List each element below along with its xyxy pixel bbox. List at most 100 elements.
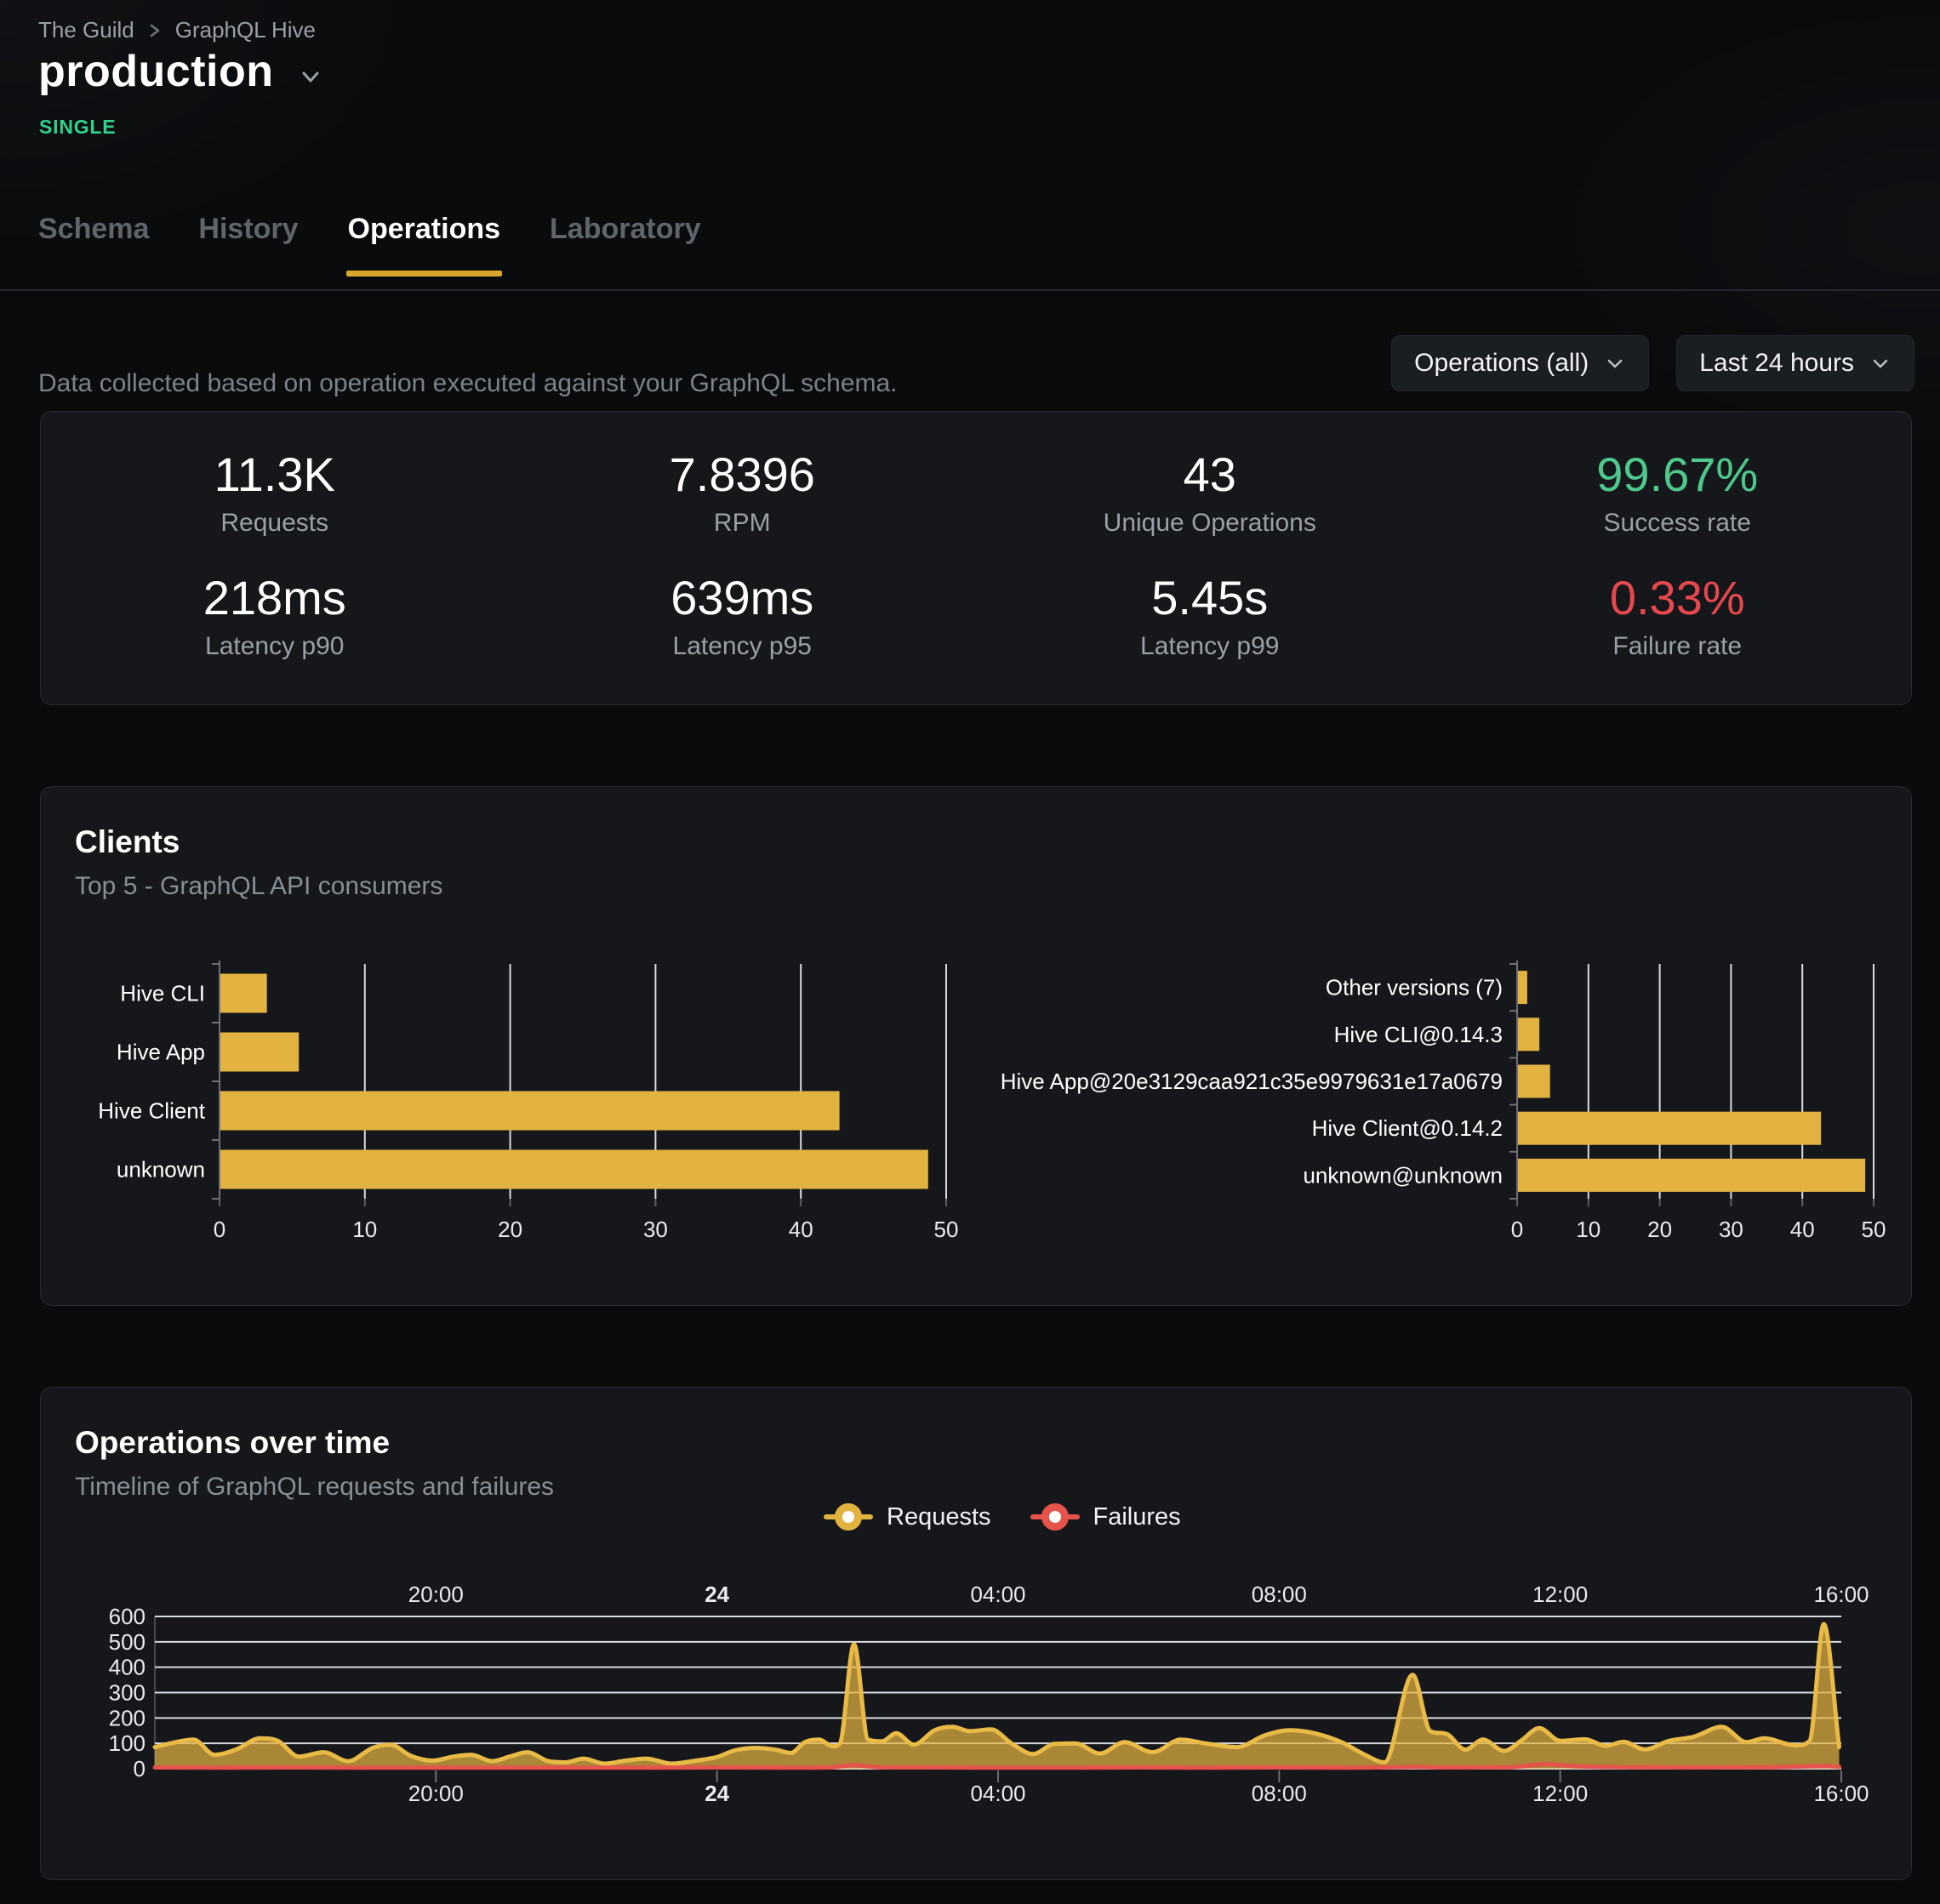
chevron-down-icon xyxy=(1604,352,1626,374)
bar xyxy=(1518,1064,1550,1098)
tab-schema[interactable]: Schema xyxy=(38,213,150,245)
y-tick-label: 300 xyxy=(109,1680,146,1706)
category-label: Hive App xyxy=(117,1040,205,1065)
category-label: Other versions (7) xyxy=(1326,975,1503,1000)
category-label: Hive Client@0.14.2 xyxy=(1312,1115,1503,1141)
x-tick-label-top: 20:00 xyxy=(408,1582,464,1607)
bar xyxy=(220,1149,928,1189)
stat-rpm: 7.8396 RPM xyxy=(509,447,977,538)
clients-card-title: Clients xyxy=(75,824,180,859)
tab-bar: Schema History Operations Laboratory xyxy=(38,213,701,276)
stat-value: 99.67% xyxy=(1596,447,1759,502)
x-tick-label-bottom: 16:00 xyxy=(1813,1781,1869,1806)
bar xyxy=(220,1032,300,1072)
stat-label: Failure rate xyxy=(1612,631,1743,660)
stat-failure-rate: 0.33% Failure rate xyxy=(1444,573,1912,661)
x-tick-label-top: 24 xyxy=(705,1582,729,1607)
target-selector-chevron-down-icon[interactable] xyxy=(296,62,325,91)
x-tick-label: 20 xyxy=(498,1217,522,1242)
operations-filter-dropdown[interactable]: Operations (all) xyxy=(1391,335,1650,391)
stat-label: Requests xyxy=(220,508,329,537)
y-tick-label: 0 xyxy=(134,1756,146,1781)
x-tick-label: 30 xyxy=(1719,1217,1743,1242)
breadcrumb-org[interactable]: The Guild xyxy=(38,17,134,43)
stat-label: RPM xyxy=(713,508,771,537)
x-tick-label: 40 xyxy=(789,1217,813,1242)
legend-label: Requests xyxy=(887,1502,991,1531)
legend-item-failures[interactable]: Failures xyxy=(1030,1503,1181,1531)
requests-series-marker-icon xyxy=(824,1503,873,1531)
y-tick-label: 500 xyxy=(109,1629,146,1655)
x-tick-label: 40 xyxy=(1790,1217,1815,1242)
breadcrumb-project[interactable]: GraphQL Hive xyxy=(174,17,316,43)
clients-card: Clients Top 5 - GraphQL API consumers Hi… xyxy=(40,786,1912,1306)
page-description: Data collected based on operation execut… xyxy=(38,369,898,397)
x-tick-label: 10 xyxy=(1576,1217,1600,1242)
category-label: Hive CLI xyxy=(120,981,205,1006)
clients-card-subtitle: Top 5 - GraphQL API consumers xyxy=(75,872,443,900)
stat-unique-operations: 43 Unique Operations xyxy=(976,447,1444,538)
stat-value: 218ms xyxy=(203,571,346,625)
stat-latency-p99: 5.45s Latency p99 xyxy=(976,573,1444,661)
y-tick-label: 100 xyxy=(109,1730,146,1756)
failures-line xyxy=(152,1762,1841,1770)
x-tick-label-top: 08:00 xyxy=(1252,1582,1307,1607)
legend-item-requests[interactable]: Requests xyxy=(824,1503,991,1531)
stat-latency-p95: 639ms Latency p95 xyxy=(509,573,977,661)
tab-history[interactable]: History xyxy=(198,213,299,245)
stat-value: 5.45s xyxy=(1151,571,1269,625)
stat-requests: 11.3K Requests xyxy=(41,449,509,538)
breadcrumb: The Guild GraphQL Hive xyxy=(38,17,316,43)
clients-by-version-bar-chart: Other versions (7) Hive CLI@0.14.3 Hive Ap… xyxy=(1001,961,1886,1242)
clients-by-name-bar-chart: Hive CLI Hive App Hive Client unknown 0 10 20 3… xyxy=(98,961,959,1242)
y-tick-label: 600 xyxy=(109,1604,146,1629)
category-label: unknown@unknown xyxy=(1303,1162,1503,1188)
bar xyxy=(220,973,267,1013)
x-tick-label-bottom: 08:00 xyxy=(1252,1781,1307,1806)
stat-value: 0.33% xyxy=(1609,571,1745,625)
x-tick-label-top: 16:00 xyxy=(1813,1582,1869,1607)
bar xyxy=(1518,1018,1540,1052)
x-tick-label: 30 xyxy=(643,1217,668,1242)
stat-label: Latency p95 xyxy=(672,631,812,660)
x-tick-label-top: 04:00 xyxy=(970,1582,1025,1607)
stat-label: Latency p90 xyxy=(205,631,345,660)
requests-area xyxy=(155,1624,1840,1769)
x-tick-label: 0 xyxy=(214,1217,225,1242)
bar xyxy=(220,1091,840,1131)
y-tick-label: 200 xyxy=(109,1705,146,1730)
x-tick-label: 50 xyxy=(934,1217,959,1242)
stat-label: Unique Operations xyxy=(1103,508,1316,537)
operations-card-subtitle: Timeline of GraphQL requests and failure… xyxy=(75,1473,555,1501)
category-label: Hive Client xyxy=(98,1098,205,1124)
stat-success-rate: 99.67% Success rate xyxy=(1444,447,1912,538)
stat-value: 7.8396 xyxy=(669,447,815,502)
x-tick-label-top: 12:00 xyxy=(1532,1582,1588,1607)
x-tick-label-bottom: 04:00 xyxy=(970,1781,1025,1806)
bar xyxy=(1518,1111,1822,1145)
category-label: unknown xyxy=(117,1157,205,1183)
stat-latency-p90: 218ms Latency p90 xyxy=(41,573,509,661)
chevron-right-icon xyxy=(148,20,162,41)
stats-summary-card: 11.3K Requests 7.8396 RPM 43 Unique Oper… xyxy=(40,411,1912,705)
tab-operations[interactable]: Operations xyxy=(345,213,503,276)
period-filter-label: Last 24 hours xyxy=(1699,349,1854,377)
period-filter-dropdown[interactable]: Last 24 hours xyxy=(1676,335,1914,391)
timeline-legend: Requests Failures xyxy=(824,1498,1181,1536)
bar xyxy=(1518,1158,1866,1192)
target-mode-badge: SINGLE xyxy=(39,116,117,138)
x-tick-label-bottom: 24 xyxy=(705,1781,729,1806)
requests-line xyxy=(152,1622,1841,1766)
x-tick-label: 0 xyxy=(1511,1217,1523,1242)
category-label: Hive CLI@0.14.3 xyxy=(1334,1022,1503,1047)
stat-value: 639ms xyxy=(670,571,814,625)
stat-label: Latency p99 xyxy=(1140,631,1280,660)
operations-over-time-card: Operations over time Timeline of GraphQL… xyxy=(40,1387,1912,1880)
page-title: production xyxy=(38,47,274,96)
tab-laboratory[interactable]: Laboratory xyxy=(550,213,701,245)
stat-label: Success rate xyxy=(1603,508,1751,537)
chevron-down-icon xyxy=(1869,352,1892,374)
stat-value: 43 xyxy=(1183,447,1236,502)
